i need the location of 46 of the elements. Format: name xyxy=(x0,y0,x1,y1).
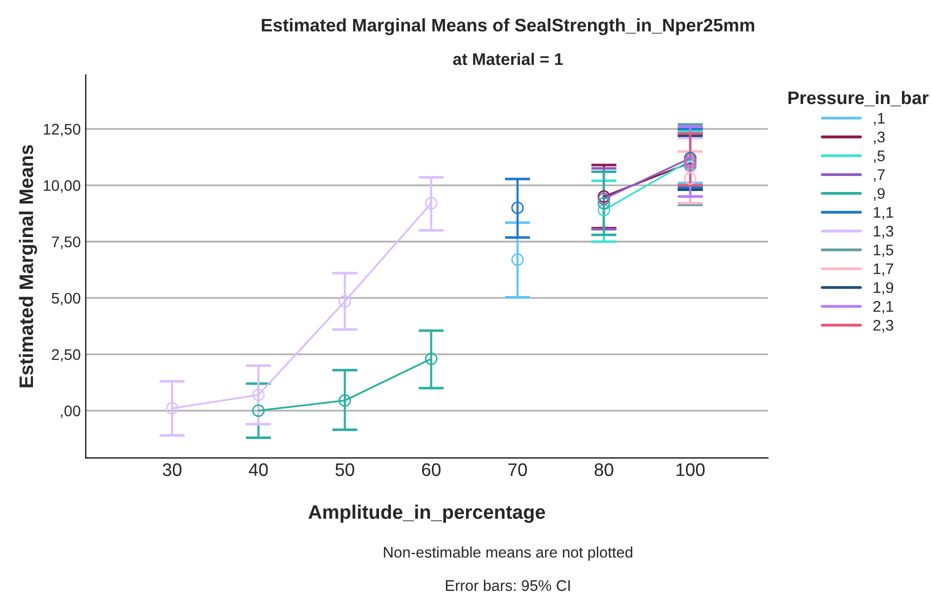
point xyxy=(338,394,352,407)
legend-label: ,9 xyxy=(874,188,885,201)
y-tick-label: 10,00 xyxy=(44,180,80,193)
point xyxy=(166,402,178,415)
point xyxy=(598,190,610,203)
point xyxy=(252,388,265,402)
chart-title: Estimated Marginal Means of SealStrength_in_Nper25mm xyxy=(262,18,754,36)
legend-label: 1,1 xyxy=(874,207,894,220)
y-tick-label: 12,50 xyxy=(44,124,80,136)
legend-label: ,5 xyxy=(874,150,885,164)
point xyxy=(252,404,265,417)
legend-label: ,1 xyxy=(874,112,885,126)
legend-label: 2,3 xyxy=(873,320,894,332)
point xyxy=(338,295,352,308)
point xyxy=(684,172,696,185)
y-tick-label: 5,00 xyxy=(52,292,80,306)
legend-label: 1,9 xyxy=(874,282,894,295)
point xyxy=(598,197,610,210)
legend-label: 1,7 xyxy=(874,264,894,276)
legend-label: 2,1 xyxy=(873,301,894,314)
text: Error bars: 95% CI xyxy=(446,580,570,591)
point xyxy=(424,197,438,210)
y-tick-label: 7,50 xyxy=(52,236,80,250)
point xyxy=(598,204,610,216)
chart-subtitle: at Material = 1 xyxy=(453,52,563,66)
x-tick-label: 100 xyxy=(676,463,705,476)
x-tick-label: 50 xyxy=(336,463,354,476)
point xyxy=(424,352,438,366)
y-tick-label: 2,50 xyxy=(52,349,80,362)
x-tick-label: 30 xyxy=(162,463,182,476)
legend-label: ,3 xyxy=(874,132,885,144)
point xyxy=(598,192,610,206)
point xyxy=(511,202,524,214)
x-tick-label: 70 xyxy=(508,463,527,476)
legend-title: Pressure_in_bar xyxy=(788,90,929,106)
legend-label: ,7 xyxy=(874,169,885,182)
text: Non-estimable means are not plotted xyxy=(384,546,632,561)
legend-label: 1,3 xyxy=(874,226,894,238)
y-tick-label: ,00 xyxy=(61,406,80,418)
y-axis-title: Estimated Marginal Means xyxy=(18,145,38,388)
x-tick-label: 60 xyxy=(422,463,441,476)
legend-label: 1,5 xyxy=(874,244,894,258)
x-tick-label: 80 xyxy=(594,463,614,476)
point xyxy=(511,253,524,266)
x-axis-title: Amplitude_in_percentage xyxy=(308,504,546,523)
x-tick-label: 40 xyxy=(248,463,268,476)
